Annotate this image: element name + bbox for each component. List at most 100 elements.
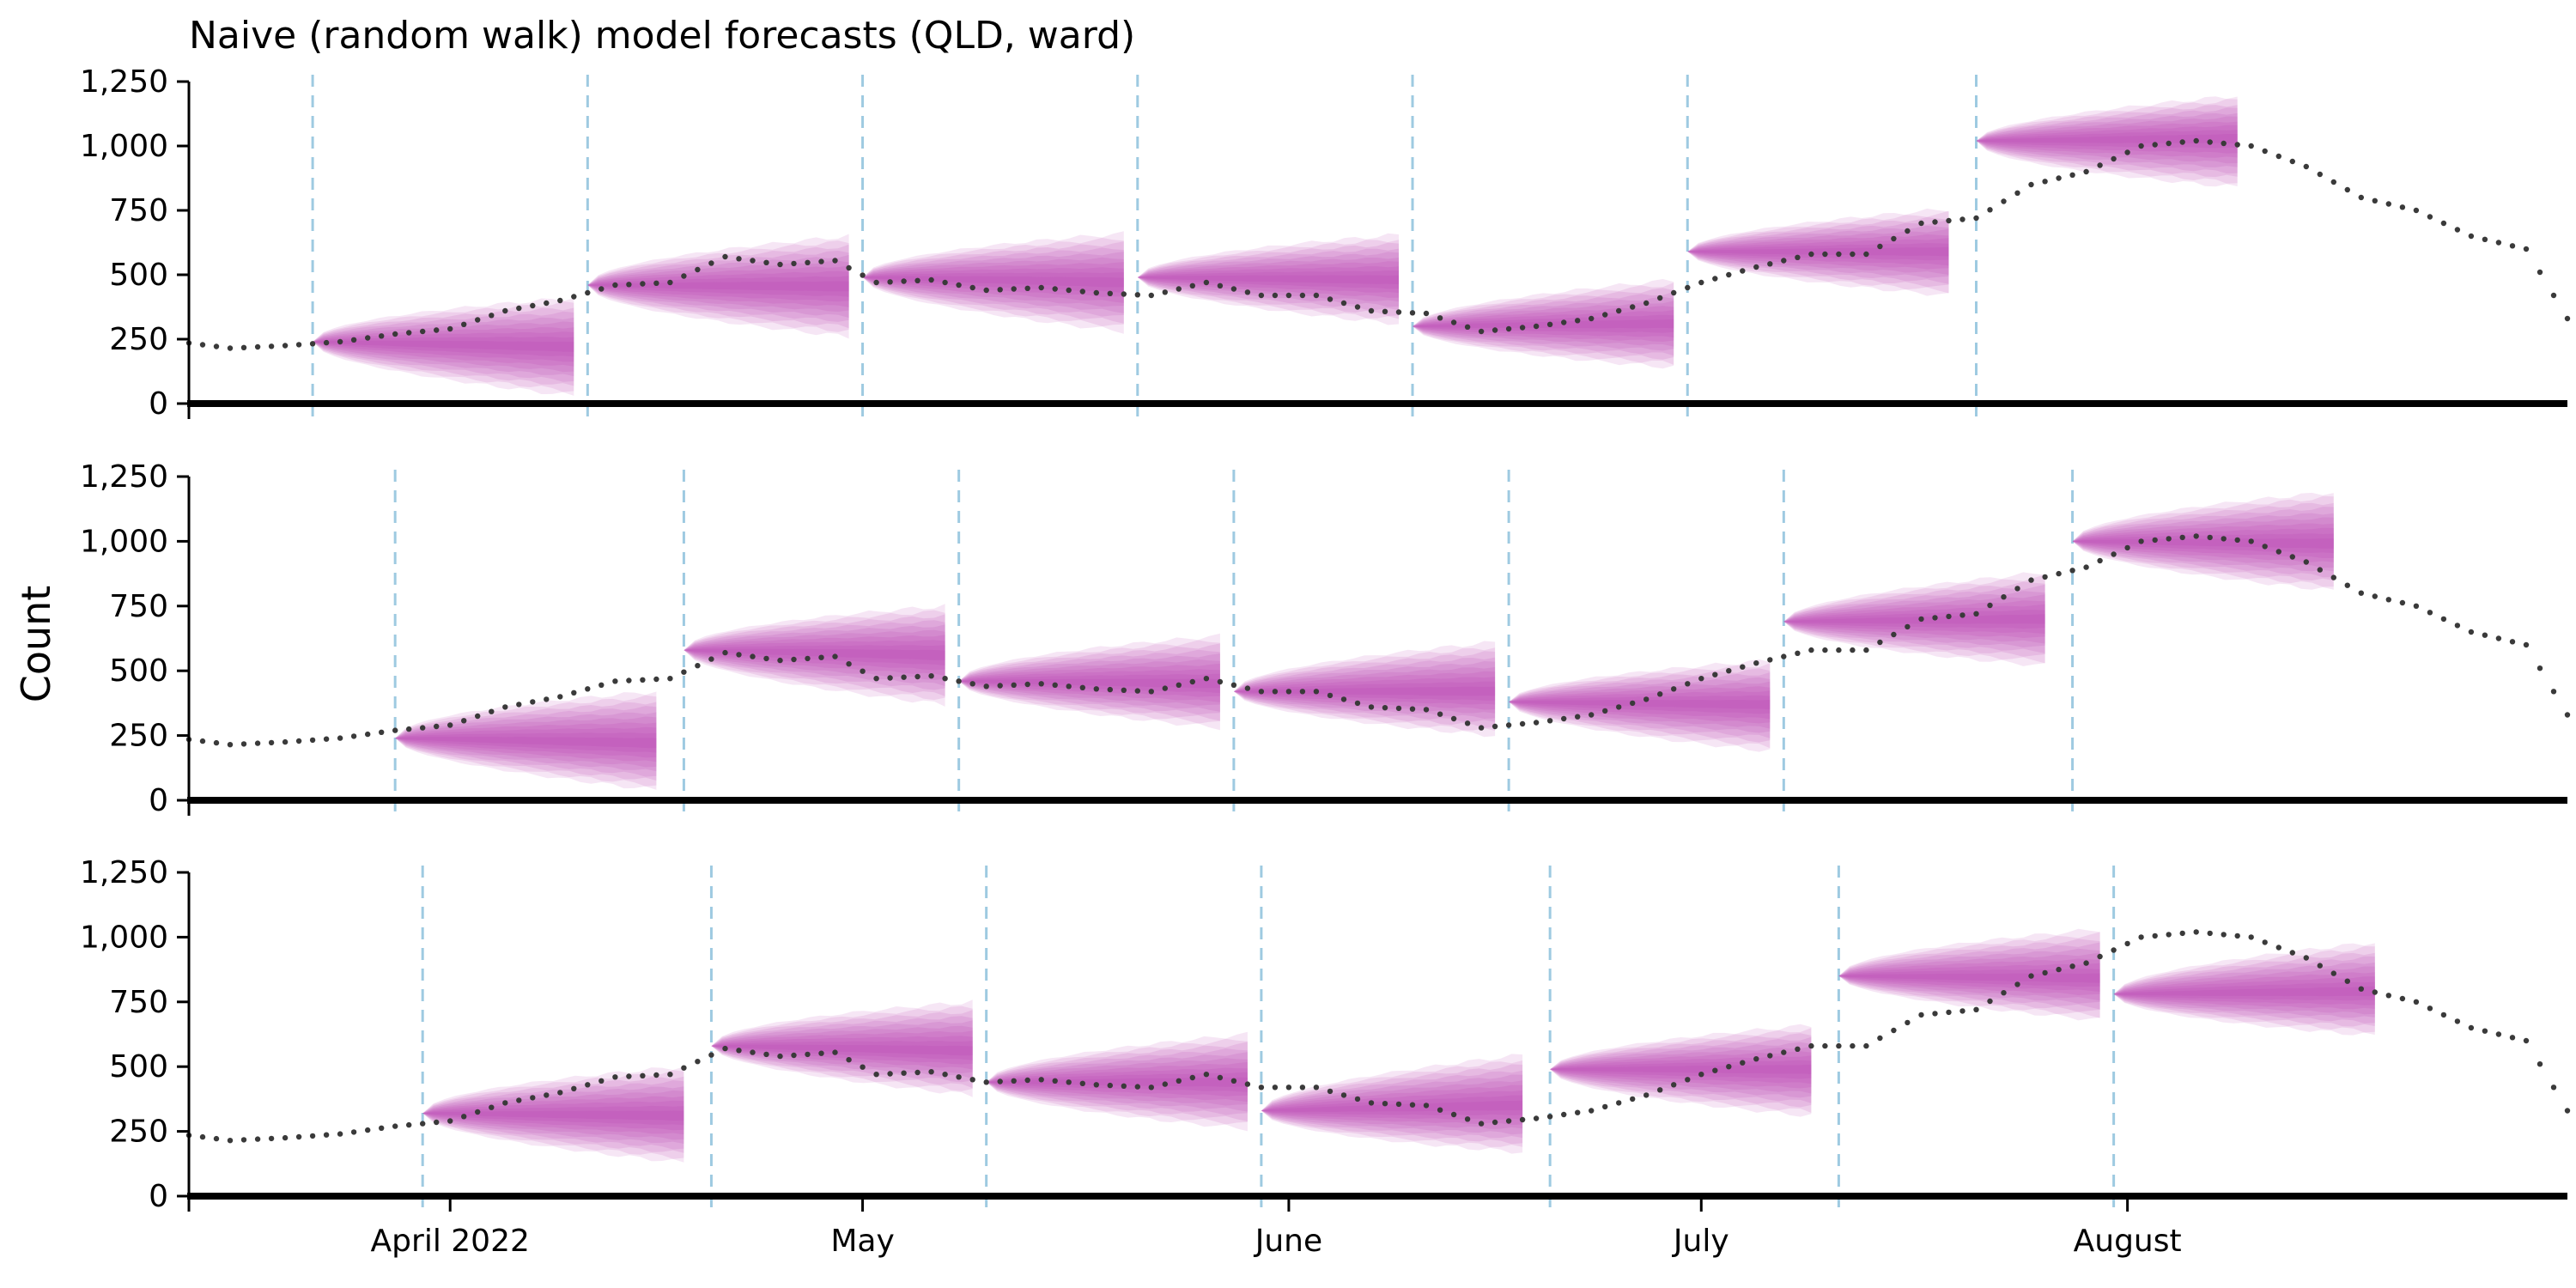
observed-point — [2372, 989, 2378, 995]
fan-band — [958, 640, 1220, 724]
observed-point — [2358, 194, 2364, 201]
observed-point — [1478, 328, 1485, 335]
fan-band — [587, 254, 849, 319]
observed-point — [1946, 613, 1952, 620]
fan-band — [395, 712, 657, 772]
observed-point — [1244, 685, 1251, 691]
fan-band — [1261, 1074, 1523, 1135]
y-tick-label: 0 — [149, 1179, 168, 1214]
forecast-fan — [1261, 1054, 1523, 1154]
fan-band — [395, 691, 657, 790]
observed-point — [887, 1071, 893, 1077]
observed-point — [379, 1125, 385, 1132]
observed-point — [2564, 315, 2571, 322]
observed-point — [1533, 1115, 1540, 1121]
observed-point — [213, 739, 220, 746]
observed-point — [873, 279, 879, 286]
observed-point — [2550, 1084, 2557, 1091]
fan-band — [2072, 492, 2334, 590]
fan-band — [1137, 266, 1399, 294]
observed-point — [585, 1082, 591, 1088]
observed-point — [1052, 682, 1058, 688]
observed-point — [379, 333, 385, 339]
observed-point — [2207, 534, 2213, 541]
observed-point — [2056, 570, 2062, 577]
fan-band — [1509, 700, 1771, 710]
observed-point — [914, 1069, 920, 1076]
fan-band — [958, 653, 1220, 712]
observed-point — [1519, 720, 1526, 727]
observed-point — [928, 1069, 934, 1075]
fan-band — [1976, 96, 2238, 187]
fan-band — [587, 251, 849, 322]
observed-point — [1272, 1084, 1279, 1091]
observed-point — [777, 657, 783, 664]
fan-band — [1550, 1042, 1812, 1098]
observed-point — [2372, 593, 2378, 599]
fan-band — [422, 1096, 684, 1135]
fan-band — [1687, 246, 1949, 257]
observed-point — [653, 676, 659, 683]
observed-point — [282, 738, 289, 745]
observed-point — [1121, 1083, 1127, 1090]
observed-point — [2330, 574, 2336, 580]
observed-point — [1973, 215, 1979, 222]
observed-point — [1795, 650, 1801, 656]
observed-point — [969, 284, 975, 291]
observed-point — [1685, 1077, 1691, 1083]
observed-point — [461, 718, 467, 724]
fan-band — [986, 1038, 1248, 1125]
observed-point — [1546, 1114, 1553, 1120]
fan-band — [313, 327, 574, 367]
observed-point — [2399, 995, 2406, 1002]
y-tick-label: 1,250 — [80, 459, 168, 495]
fan-band — [2113, 956, 2375, 1024]
observed-point — [1038, 284, 1044, 291]
fan-band — [1976, 130, 2238, 149]
observed-point — [708, 1052, 714, 1058]
y-tick-label: 500 — [109, 258, 168, 293]
observed-point — [544, 696, 550, 702]
fan-band — [1413, 319, 1674, 329]
observed-point — [1753, 1056, 1759, 1062]
observed-point — [2111, 947, 2117, 953]
observed-point — [1877, 639, 1883, 646]
observed-point — [722, 1045, 728, 1052]
observed-point — [1354, 700, 1361, 707]
observed-point — [2454, 1018, 2461, 1024]
observed-point — [2317, 171, 2323, 178]
observed-point — [2138, 934, 2144, 940]
observed-point — [846, 1057, 852, 1063]
observed-point — [2042, 969, 2048, 976]
observed-point — [1863, 647, 1869, 653]
fan-band — [1838, 963, 2100, 992]
observed-point — [1011, 682, 1017, 688]
observed-point — [2152, 537, 2158, 544]
observed-point — [434, 327, 440, 333]
observed-point — [571, 1085, 577, 1092]
observed-point — [1946, 1009, 1952, 1016]
fan-band — [1976, 134, 2238, 143]
observed-point — [818, 258, 824, 264]
fan-band — [1137, 242, 1399, 316]
observed-point — [1148, 689, 1155, 695]
fan-band — [711, 1010, 973, 1089]
observed-point — [2523, 246, 2530, 252]
fan-band — [1261, 1054, 1523, 1154]
observed-point — [1505, 1118, 1512, 1124]
observed-point — [1134, 688, 1141, 694]
observed-point — [1121, 687, 1127, 693]
observed-point — [791, 656, 797, 663]
fan-band — [1261, 1091, 1523, 1121]
fan-band — [1783, 610, 2045, 629]
observed-point — [489, 313, 495, 319]
forecast-fan — [2072, 492, 2334, 590]
observed-series — [185, 533, 2571, 748]
observed-point — [763, 259, 769, 265]
observed-point — [1698, 1072, 1704, 1078]
observed-point — [956, 678, 962, 684]
fan-band — [2072, 523, 2334, 562]
observed-point — [2207, 930, 2213, 937]
fan-band — [1233, 657, 1496, 722]
observed-point — [2097, 162, 2103, 168]
